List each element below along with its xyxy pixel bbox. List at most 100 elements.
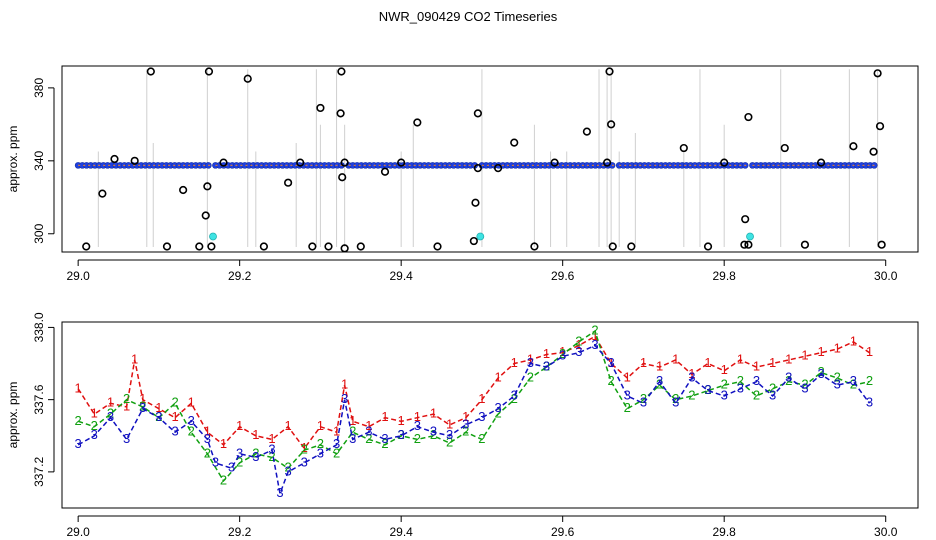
cyan-point	[746, 232, 754, 241]
series-2-marker: 2	[624, 400, 631, 415]
bottom-panel-series: 29.0 29.2 29.4 29.6 29.8 30.0 337.2 337.6 338.0 a…	[6, 312, 919, 539]
top-plot-frame	[61, 65, 919, 253]
series-3-marker: 3	[494, 400, 501, 415]
series-1-marker: 1	[252, 427, 259, 442]
top-x-tick-label: 29.8	[713, 269, 737, 283]
open-circle-point	[413, 118, 422, 127]
series-2-marker: 2	[494, 406, 501, 421]
series-1-marker: 1	[591, 328, 598, 343]
bottom-x-tick-label: 29.0	[66, 525, 90, 539]
series-2-marker: 2	[171, 395, 178, 410]
series-3-marker: 3	[139, 400, 146, 415]
series-1-marker: 1	[462, 409, 469, 424]
series-2-marker: 2	[365, 431, 372, 446]
series-2-marker: 2	[284, 460, 291, 475]
series-1-marker: 1	[850, 333, 857, 348]
series-3-marker: 3	[478, 409, 485, 424]
series-2-marker: 2	[381, 436, 388, 451]
series-3-marker: 3	[341, 391, 348, 406]
series-2-marker: 2	[834, 369, 841, 384]
series-3-marker: 3	[155, 409, 162, 424]
series-3-marker: 3	[543, 359, 550, 374]
open-circle-point	[195, 242, 204, 251]
series-3-marker: 3	[462, 416, 469, 431]
open-circle-point	[873, 69, 882, 78]
chart-title: NWR_090429 CO2 Timeseries	[378, 9, 558, 24]
series-2-marker: 2	[527, 369, 534, 384]
series-3-marker: 3	[866, 395, 873, 410]
top-y-tick-label: 340	[32, 150, 46, 170]
series-3-marker: 3	[721, 387, 728, 402]
open-circle-point	[207, 242, 216, 251]
open-circle-point	[473, 164, 482, 173]
top-x-tick-label: 30.0	[874, 269, 898, 283]
series-3-marker: 3	[301, 454, 308, 469]
series-3-marker: 3	[688, 369, 695, 384]
series-3-marker: 3	[850, 373, 857, 388]
series-3-marker: 3	[365, 424, 372, 439]
series-2-marker: 2	[511, 391, 518, 406]
series-3-marker: 3	[317, 445, 324, 460]
series-1-marker: 1	[527, 351, 534, 366]
series-3-marker: 3	[753, 373, 760, 388]
top-x-tick-label: 29.6	[551, 269, 575, 283]
series-1-marker: 1	[301, 440, 308, 455]
open-circle-point	[338, 173, 347, 182]
series-2-marker: 2	[139, 398, 146, 413]
series-3-marker: 3	[624, 387, 631, 402]
series-2-marker: 2	[737, 373, 744, 388]
series-1-marker: 1	[398, 413, 405, 428]
series-3-marker: 3	[559, 348, 566, 363]
open-circle-point	[744, 112, 753, 122]
bottom-x-tick-label: 29.8	[713, 525, 737, 539]
series-1-marker: 1	[139, 391, 146, 406]
series-3-marker: 3	[381, 431, 388, 446]
series-1-marker: 1	[365, 418, 372, 433]
series-3-marker: 3	[785, 369, 792, 384]
open-circle-point	[308, 242, 317, 251]
series-1-marker: 1	[414, 409, 421, 424]
series-2-marker: 2	[414, 431, 421, 446]
series-2-marker: 2	[446, 434, 453, 449]
series-1-marker: 1	[785, 351, 792, 366]
series-1-marker: 1	[236, 418, 243, 433]
series-2-marker: 2	[785, 373, 792, 388]
series-1-marker: 1	[737, 351, 744, 366]
open-circle-point	[219, 158, 228, 167]
series-2-marker: 2	[575, 333, 582, 348]
open-circle-point	[433, 242, 442, 251]
open-circle-point	[510, 138, 519, 147]
series-1-marker: 1	[688, 366, 695, 381]
open-circle-point	[605, 67, 614, 76]
series-3-marker: 3	[171, 424, 178, 439]
series-2-marker: 2	[850, 377, 857, 392]
series-2-marker: 2	[608, 373, 615, 388]
open-circle-point	[98, 189, 107, 198]
open-circle-point	[324, 242, 333, 251]
series-2-marker: 2	[478, 431, 485, 446]
bottom-y-axis-title: approx. ppm	[6, 382, 20, 449]
series-3-marker: 3	[276, 485, 283, 500]
series-1-marker: 1	[91, 406, 98, 421]
series-2-marker: 2	[204, 445, 211, 460]
series-2-line	[77, 329, 870, 483]
open-circle-point	[203, 182, 212, 191]
series-3-marker: 3	[640, 395, 647, 410]
series-2-marker: 2	[704, 382, 711, 397]
series-3-marker: 3	[527, 355, 534, 370]
series-3-marker: 3	[236, 445, 243, 460]
series-3-marker: 3	[91, 427, 98, 442]
series-3-line	[77, 344, 871, 497]
series-1-marker: 1	[349, 413, 356, 428]
series-2-marker: 2	[123, 391, 130, 406]
open-circle-point	[744, 240, 753, 249]
cyan-point	[476, 232, 485, 241]
open-circle-point	[201, 211, 210, 220]
series-1-marker: 1	[559, 344, 566, 359]
open-circle-point	[296, 158, 305, 167]
top-y-tick-label: 380	[32, 78, 46, 98]
series-1-marker: 1	[704, 355, 711, 370]
series-3-marker: 3	[575, 344, 582, 359]
open-circle-point	[130, 156, 139, 165]
